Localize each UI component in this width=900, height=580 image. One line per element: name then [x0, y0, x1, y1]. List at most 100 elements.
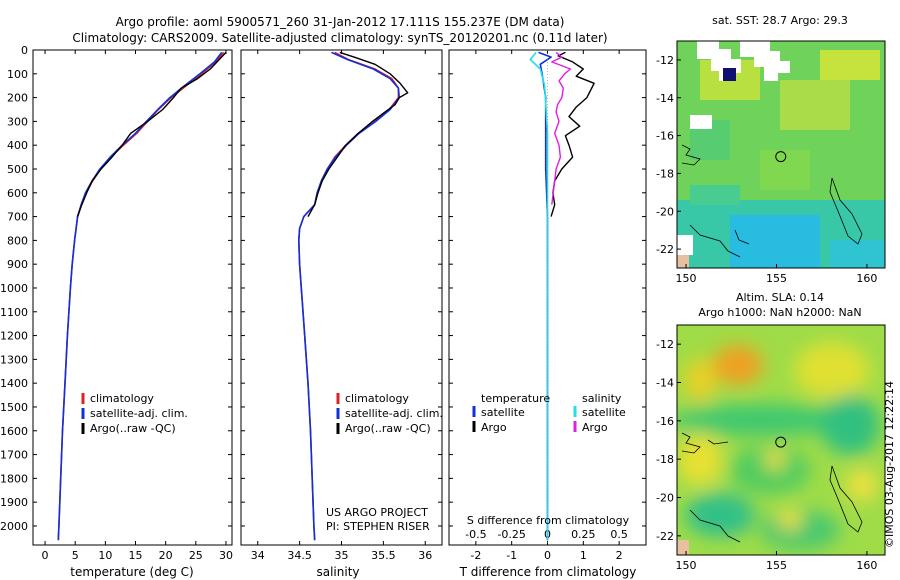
depth-tick-label: 100	[7, 68, 28, 81]
sst-map-title: sat. SST: 28.7 Argo: 29.3	[712, 14, 848, 27]
imos-watermark: ©IMOS 03-Aug-2017 12:22:14	[883, 381, 896, 548]
map-y-tick-label: -18	[656, 167, 674, 180]
depth-tick-label: 1200	[0, 330, 28, 343]
depth-tick-label: 1300	[0, 353, 28, 366]
map-y-tick-label: -12	[656, 338, 674, 351]
sst-map-image	[677, 41, 885, 268]
depth-tick-label: 1000	[0, 282, 28, 295]
sla-map-frame	[676, 324, 886, 556]
sst-map-panel: sat. SST: 28.7 Argo: 29.3 150 155 160	[656, 14, 886, 285]
salinity-xlabel: salinity	[316, 565, 359, 579]
temperature-x-ticks: 0 5 10 15 20 25 30	[33, 49, 233, 562]
title-line-2: Climatology: CARS2009. Satellite-adjuste…	[72, 31, 607, 45]
depth-tick-label: 2000	[0, 520, 28, 533]
map-y-tick-label: -20	[656, 205, 674, 218]
sla-low-3	[730, 446, 810, 494]
sla-reef-contour-4	[707, 439, 729, 445]
salinity-x-ticks: 34 34.5 35 35.5 36	[241, 49, 442, 562]
salinity-axes-frame	[240, 49, 443, 546]
depth-tick-label: 1600	[0, 425, 28, 438]
difference-panel: -2 -1 0 1 2-0.5 -0.25 0 0.25 0.5 S difference fr…	[448, 49, 647, 579]
x-tick-label: 0	[544, 549, 551, 562]
argo-location-marker	[775, 436, 787, 448]
x-tick-label: 36	[418, 549, 432, 562]
difference-legend-salinity: salinity satellite Argo	[573, 392, 626, 434]
sla-high-1	[713, 345, 763, 385]
map-y-tick-label: -18	[656, 453, 674, 466]
sla-low-4	[685, 493, 755, 537]
sst-reef-contour-1	[681, 144, 701, 166]
depth-tick-label: 1100	[0, 306, 28, 319]
difference-s-xlabel: S difference from climatology	[467, 514, 630, 527]
sla-map-panel: Altim. SLA: 0.14 Argo h1000: NaN h2000: …	[656, 291, 886, 572]
salinity-series	[297, 51, 409, 541]
legend-s-argo-label: Argo	[582, 421, 608, 434]
depth-tick-label: 0	[21, 44, 28, 57]
sla-map-title-2: Argo h1000: NaN h2000: NaN	[698, 306, 861, 319]
temperature-legend: climatology satellite-adj. clim. Argo(..…	[81, 392, 188, 435]
salinity-panel: 34 34.5 35 35.5 36 salinity climatology sate…	[240, 49, 443, 579]
x-tick-label: -1	[506, 549, 517, 562]
sst-land-corner	[677, 255, 689, 268]
sst-noise-c	[820, 50, 880, 80]
x-tick-label: -2	[470, 549, 481, 562]
difference-series	[529, 50, 595, 545]
map-y-tick-label: -20	[656, 492, 674, 505]
x-tick-label: 5	[72, 549, 79, 562]
temperature-series	[57, 51, 227, 541]
depth-tick-label: 1400	[0, 377, 28, 390]
x-tick-label: 1	[580, 549, 587, 562]
depth-tick-label: 500	[7, 163, 28, 176]
map-x-tick-label: 150	[676, 272, 697, 285]
sst-reef-contour-2	[829, 177, 863, 245]
legend-t-satellite-label: satellite	[481, 406, 525, 419]
map-x-tick-label: 160	[856, 559, 877, 572]
legend-argo-label: Argo(..raw -QC)	[90, 422, 176, 435]
x-tick-label: 35	[335, 549, 349, 562]
series-line-s-satellite	[529, 51, 549, 541]
sla-map-title-1: Altim. SLA: 0.14	[736, 291, 824, 304]
sst-cloud-mask-3	[690, 115, 712, 129]
temperature-panel: 0 5 10 15 20 25 30 temperature (deg C) climato…	[32, 49, 233, 579]
x-tick-label: 20	[159, 549, 173, 562]
sla-reef-contour-3	[689, 509, 741, 543]
sla-reef-contour-2	[829, 465, 863, 533]
legend-t-argo-label: Argo	[481, 421, 507, 434]
salinity-legend: climatology satellite-adj. clim. Argo(..…	[336, 392, 443, 435]
map-y-tick-label: -16	[656, 415, 674, 428]
depth-tick-label: 900	[7, 258, 28, 271]
sst-reef-contour-3	[734, 229, 750, 245]
sst-cloud-mask-2	[740, 41, 790, 81]
x-tick-label: 34.5	[287, 549, 312, 562]
sst-cool-3	[830, 240, 885, 268]
sla-low-2	[820, 395, 880, 455]
difference-x-ticks: -2 -1 0 1 2-0.5 -0.25 0 0.25 0.5	[449, 49, 646, 562]
depth-tick-label: 700	[7, 211, 28, 224]
sla-high-5	[765, 450, 785, 470]
s-tick-label: -0.25	[497, 528, 525, 541]
legend-s-satellite-label: satellite	[582, 406, 626, 419]
x-tick-label: 2	[616, 549, 623, 562]
map-y-tick-label: -22	[656, 530, 674, 543]
map-x-tick-label: 155	[766, 559, 787, 572]
map-y-tick-label: -14	[656, 377, 674, 390]
sla-high-7	[778, 510, 802, 530]
sla-map-image	[677, 325, 885, 555]
x-tick-label: 35.5	[371, 549, 396, 562]
s-tick-label: 0.5	[610, 528, 628, 541]
legend-climatology-label: climatology	[345, 392, 409, 405]
sla-map-ticks: 150 155 160 -12 -14 -16 -18 -20 -22	[656, 338, 877, 572]
depth-tick-label: 1800	[0, 472, 28, 485]
map-x-tick-label: 150	[676, 559, 697, 572]
map-y-tick-label: -14	[656, 92, 674, 105]
depth-tick-label: 800	[7, 234, 28, 247]
depth-tick-label: 1900	[0, 496, 28, 509]
map-x-tick-label: 155	[766, 272, 787, 285]
depth-axis: 0 100 200 300 400 500 600 700 800 900 1000 1100 1200…	[0, 44, 28, 533]
x-tick-label: 34	[251, 549, 265, 562]
legend-argo-label: Argo(..raw -QC)	[345, 422, 431, 435]
s-tick-label: -0.5	[465, 528, 486, 541]
credit-project: US ARGO PROJECT	[326, 506, 428, 519]
sst-map-ticks: 150 155 160 -12 -14 -16 -18 -20 -22	[656, 54, 877, 285]
map-y-tick-label: -16	[656, 130, 674, 143]
